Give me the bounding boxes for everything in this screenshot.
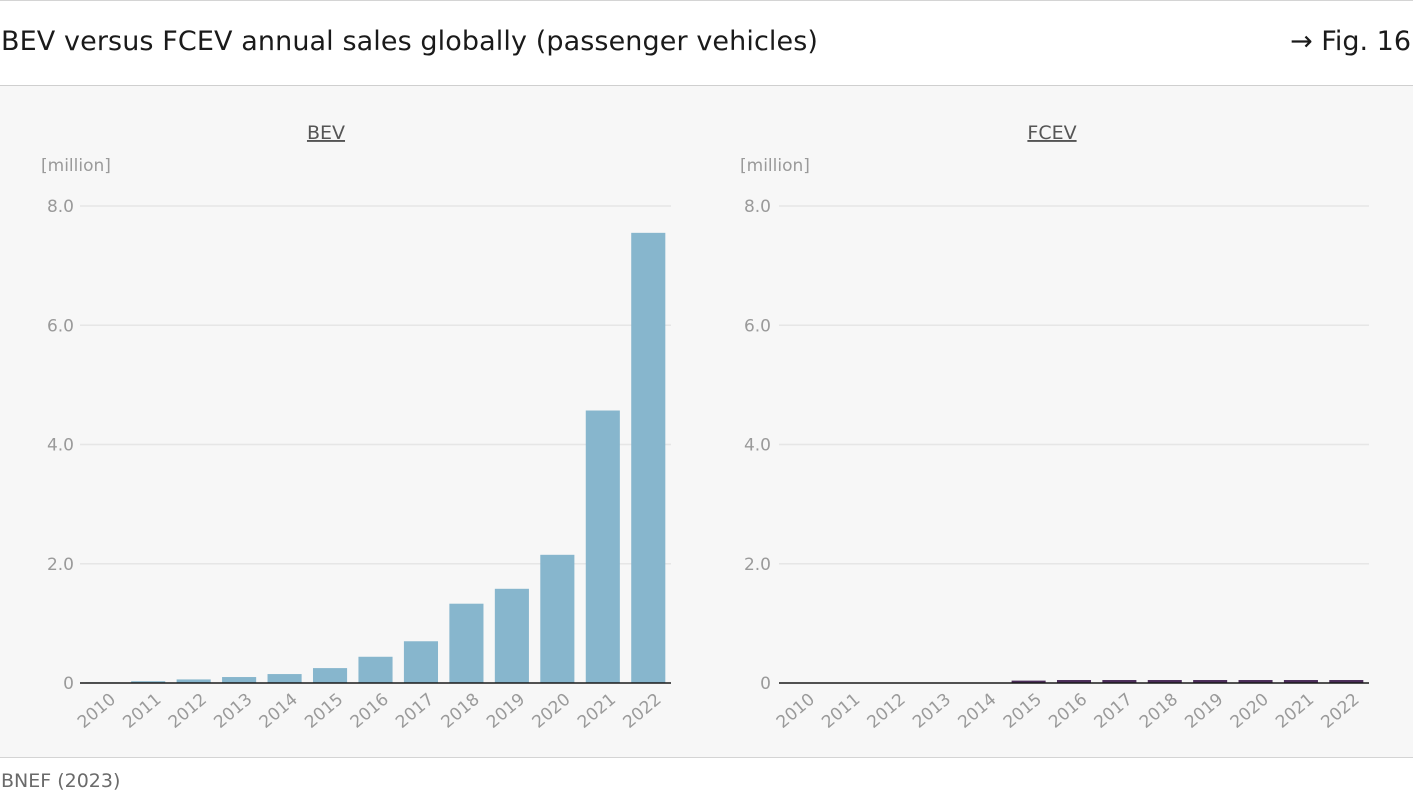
- figure-title: BEV versus FCEV annual sales globally (p…: [1, 26, 819, 57]
- top-rule: [0, 0, 1413, 1]
- bev-bar-2016: [358, 656, 393, 683]
- fcev-x-tick-label: 2018: [1136, 690, 1182, 733]
- bottom-rule: [0, 757, 1413, 758]
- fcev-bar-2022: [1329, 680, 1364, 683]
- bev-bar-2019: [494, 588, 529, 683]
- fcev-x-tick-label: 2017: [1091, 690, 1137, 733]
- bev-y-tick-label: 6.0: [47, 316, 74, 336]
- fcev-y-tick-label: 2.0: [744, 555, 771, 575]
- bev-x-tick-label: 2010: [74, 690, 120, 733]
- fcev-x-tick-label: 2010: [773, 690, 819, 733]
- fcev-x-tick-label: 2014: [954, 690, 1000, 733]
- bev-x-tick-label: 2020: [529, 690, 575, 733]
- bev-y-tick-label: 0: [63, 674, 74, 694]
- fcev-y-tick-label: 8.0: [744, 197, 771, 217]
- fcev-x-tick-label: 2016: [1045, 690, 1091, 733]
- bev-y-tick-label: 4.0: [47, 436, 74, 456]
- bev-x-tick-label: 2019: [483, 690, 529, 733]
- source-note: BNEF (2023): [1, 770, 121, 792]
- fcev-x-tick-label: 2019: [1181, 690, 1227, 733]
- fcev-bar-2016: [1056, 680, 1092, 683]
- fcev-bar-2019: [1193, 680, 1228, 683]
- fcev-x-tick-label: 2020: [1227, 690, 1273, 733]
- bev-bar-2011: [131, 681, 166, 683]
- bev-bar-2022: [631, 232, 666, 684]
- bev-bar-2018: [449, 603, 484, 683]
- bev-x-tick-label: 2012: [165, 690, 211, 733]
- bev-x-tick-label: 2014: [256, 690, 302, 733]
- bev-bar-2020: [540, 554, 575, 683]
- figure-header: BEV versus FCEV annual sales globally (p…: [0, 1, 1413, 86]
- fcev-bar-2015: [1011, 680, 1046, 683]
- fcev-bar-2017: [1102, 680, 1137, 683]
- fcev-bar-2020: [1238, 680, 1273, 683]
- bev-x-tick-label: 2013: [210, 690, 256, 733]
- bev-bar-2021: [585, 410, 620, 683]
- fcev-x-tick-label: 2013: [909, 690, 955, 733]
- fcev-bar-2018: [1147, 680, 1182, 683]
- bev-x-tick-label: 2022: [619, 690, 665, 733]
- bev-bar-2013: [222, 677, 257, 683]
- bev-bar-2017: [403, 641, 439, 683]
- bev-x-tick-label: 2011: [119, 690, 165, 733]
- fcev-y-tick-label: 4.0: [744, 436, 771, 456]
- bev-y-axis-label: [million]: [41, 156, 111, 176]
- bev-x-tick-label: 2015: [301, 690, 347, 733]
- figure-reference-link[interactable]: → Fig. 16: [1290, 26, 1411, 57]
- bev-y-tick-label: 8.0: [47, 197, 74, 217]
- fcev-x-tick-label: 2015: [1000, 690, 1046, 733]
- bev-bar-2015: [312, 668, 348, 683]
- fcev-x-tick-label: 2011: [818, 690, 864, 733]
- bev-bar-2014: [267, 674, 302, 683]
- fcev-y-axis-label: [million]: [740, 156, 810, 176]
- fcev-panel-title[interactable]: FCEV: [1027, 122, 1076, 144]
- bev-panel-title[interactable]: BEV: [307, 122, 345, 144]
- bev-y-tick-label: 2.0: [47, 555, 74, 575]
- bev-bar-2012: [176, 679, 211, 683]
- fcev-bar-2021: [1283, 680, 1318, 683]
- bev-x-tick-label: 2017: [392, 690, 438, 733]
- fcev-x-tick-label: 2021: [1272, 690, 1318, 733]
- fcev-y-tick-label: 6.0: [744, 316, 771, 336]
- fcev-x-tick-label: 2012: [864, 690, 910, 733]
- fcev-x-tick-label: 2022: [1318, 690, 1364, 733]
- bev-x-tick-label: 2018: [438, 690, 484, 733]
- bev-x-tick-label: 2016: [347, 690, 393, 733]
- bev-x-tick-label: 2021: [574, 690, 620, 733]
- fcev-y-tick-label: 0: [760, 674, 771, 694]
- chart-background: [0, 86, 1413, 757]
